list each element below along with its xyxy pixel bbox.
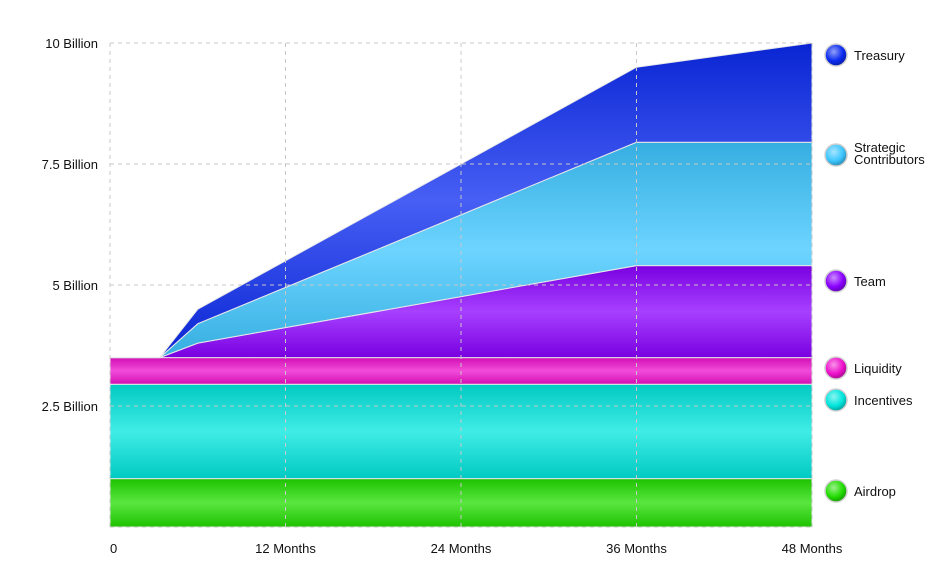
x-axis: 0 12 Months 24 Months 36 Months 48 Months (110, 541, 843, 556)
legend-item-team: Team (824, 269, 886, 293)
legend-label: Incentives (854, 393, 913, 408)
legend: Airdrop Incentives Liquidity Team StrategicC… (824, 43, 925, 503)
legend-item-treasury: Treasury (824, 43, 905, 67)
y-tick-label: 5 Billion (52, 278, 98, 293)
legend-marker (824, 143, 848, 167)
legend-marker (824, 269, 848, 293)
x-tick-label: 24 Months (431, 541, 492, 556)
legend-item-airdrop: Airdrop (824, 479, 896, 503)
x-tick-label: 36 Months (606, 541, 667, 556)
legend-marker (824, 388, 848, 412)
grid-layer (109, 42, 813, 528)
legend-label: Team (854, 274, 886, 289)
legend-marker (824, 479, 848, 503)
x-tick-label: 0 (110, 541, 117, 556)
legend-item-incentives: Incentives (824, 388, 913, 412)
legend-label: Liquidity (854, 361, 902, 376)
legend-label: Strategic (854, 140, 906, 155)
legend-item-liquidity: Liquidity (824, 356, 902, 380)
legend-marker (824, 43, 848, 67)
y-tick-label: 2.5 Billion (42, 399, 98, 414)
y-tick-label: 10 Billion (45, 36, 98, 51)
legend-label: Contributors (854, 152, 925, 167)
legend-label: Treasury (854, 48, 905, 63)
legend-marker (824, 356, 848, 380)
y-axis: 2.5 Billion 5 Billion 7.5 Billion 10 Billio… (42, 36, 98, 414)
legend-label: Airdrop (854, 484, 896, 499)
x-tick-label: 12 Months (255, 541, 316, 556)
y-tick-label: 7.5 Billion (42, 157, 98, 172)
x-tick-label: 48 Months (782, 541, 843, 556)
